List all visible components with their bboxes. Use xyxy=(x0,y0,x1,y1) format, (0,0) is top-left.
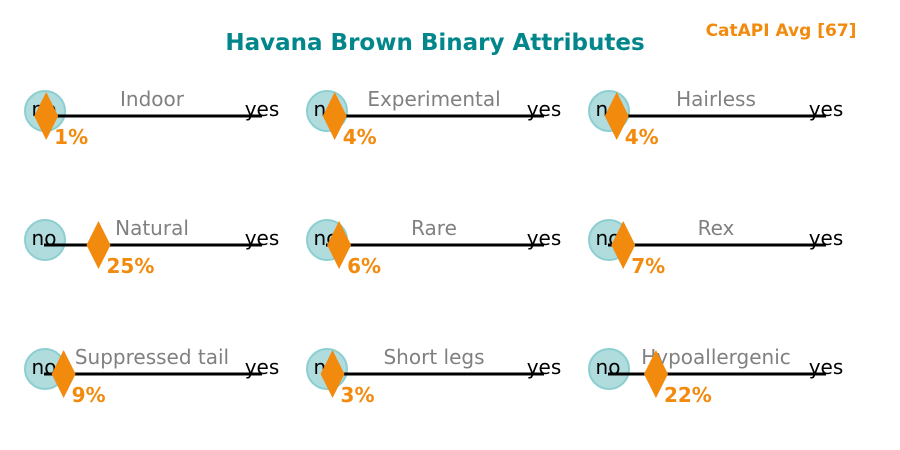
percent-label: 4% xyxy=(625,125,659,149)
attribute-panel: no yes Natural 25% xyxy=(24,216,280,278)
no-label: no xyxy=(596,355,621,379)
attribute-name-label: Experimental xyxy=(367,87,500,111)
no-end-circle xyxy=(24,219,66,261)
attribute-name-label: Rare xyxy=(411,216,457,240)
yes-label: yes xyxy=(809,355,844,379)
no-label: no xyxy=(32,226,57,250)
percent-marker xyxy=(604,92,629,140)
percent-label: 9% xyxy=(72,383,106,407)
yes-label: yes xyxy=(527,97,562,121)
attribute-name-label: Natural xyxy=(115,216,189,240)
attribute-panel: no yes Hypoallergenic 22% xyxy=(588,345,844,407)
percent-marker xyxy=(327,221,352,269)
attribute-name-label: Hypoallergenic xyxy=(641,345,791,369)
catapi-average-label: CatAPI Avg [67] xyxy=(706,21,857,41)
percent-marker xyxy=(611,221,636,269)
yes-label: yes xyxy=(527,226,562,250)
attribute-name-label: Short legs xyxy=(383,345,484,369)
percent-label: 4% xyxy=(343,125,377,149)
percent-marker xyxy=(86,221,111,269)
yes-label: yes xyxy=(809,97,844,121)
yes-label: yes xyxy=(245,97,280,121)
attribute-name-label: Hairless xyxy=(676,87,756,111)
attribute-name-label: Rex xyxy=(698,216,735,240)
chart-title: Havana Brown Binary Attributes xyxy=(225,30,644,56)
percent-marker xyxy=(320,350,345,398)
percent-marker xyxy=(34,92,59,140)
yes-label: yes xyxy=(245,226,280,250)
no-end-circle xyxy=(588,348,630,390)
percent-marker xyxy=(51,350,76,398)
yes-label: yes xyxy=(245,355,280,379)
percent-label: 1% xyxy=(54,125,88,149)
percent-label: 25% xyxy=(107,254,155,278)
attribute-panels: noyesIndoor1%noyesExperimental4%noyesHai… xyxy=(24,87,844,407)
percent-marker xyxy=(643,350,668,398)
percent-label: 22% xyxy=(664,383,712,407)
percent-label: 7% xyxy=(631,254,665,278)
attribute-name-label: Indoor xyxy=(120,87,185,111)
percent-marker xyxy=(322,92,347,140)
yes-label: yes xyxy=(809,226,844,250)
attribute-panel: noyesIndoor1% xyxy=(24,87,280,149)
yes-label: yes xyxy=(527,355,562,379)
percent-label: 3% xyxy=(341,383,375,407)
attribute-name-label: Suppressed tail xyxy=(75,345,229,369)
percent-label: 6% xyxy=(347,254,381,278)
